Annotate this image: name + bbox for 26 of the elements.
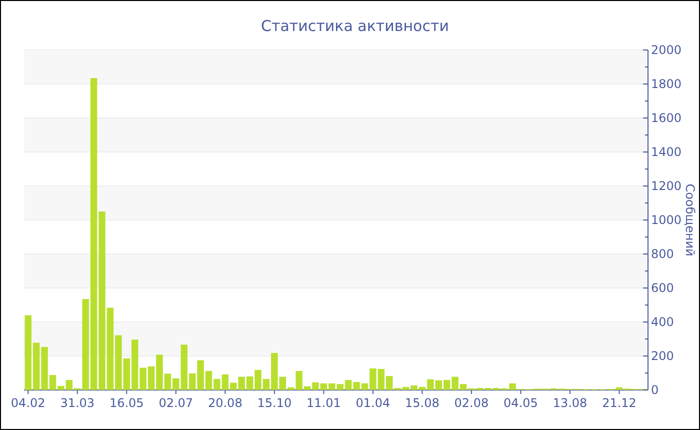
x-tick-label: 16.05: [109, 396, 144, 410]
x-tick-label: 02.07: [158, 396, 194, 410]
x-tick-label: 21.12: [602, 396, 636, 410]
x-tick-label: 31.03: [60, 396, 95, 410]
y-tick-label: 200: [651, 349, 674, 363]
y-tick-label: 1600: [651, 111, 682, 125]
x-tick-label: 15.08: [405, 396, 440, 410]
y-tick-label: 1400: [651, 145, 682, 159]
y-tick-label: 600: [651, 281, 674, 295]
x-tick-label: 04.02: [10, 396, 46, 410]
x-tick-label: 01.04: [356, 396, 390, 410]
y-tick-label: 400: [651, 315, 674, 329]
y-tick-label: 1000: [651, 213, 682, 227]
x-tick-label: 02.08: [454, 396, 489, 410]
chart-title: Статистика активности: [261, 17, 449, 35]
y-axis-title: Сообщений: [683, 184, 697, 256]
x-tick-label: 20.08: [208, 396, 242, 410]
y-tick-label: 2000: [651, 43, 682, 57]
y-tick-label: 800: [651, 247, 674, 261]
y-tick-label: 1800: [651, 77, 682, 91]
x-tick-label: 15.10: [257, 396, 292, 410]
x-tick-label: 13.08: [552, 396, 588, 410]
x-tick-label: 04.05: [504, 396, 538, 410]
y-tick-label: 1200: [651, 179, 682, 193]
y-tick-label: 0: [651, 383, 659, 397]
x-tick-label: 11.01: [306, 396, 341, 410]
